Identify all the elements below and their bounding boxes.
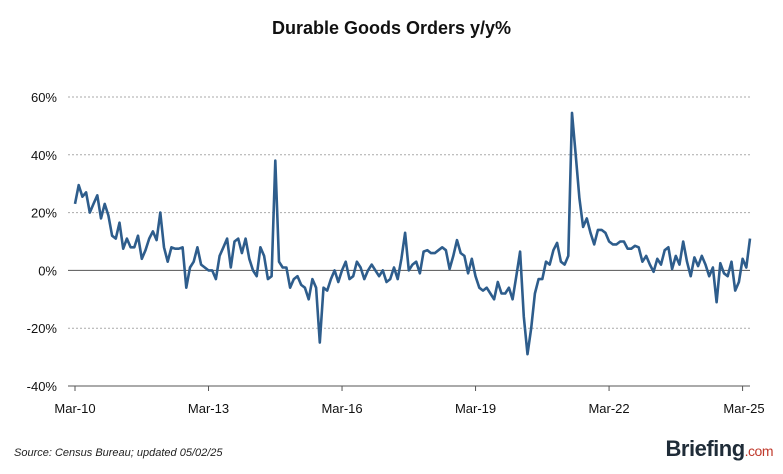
x-tick-label: Mar-13 [188, 401, 229, 416]
brand-suffix: .com [744, 443, 774, 459]
y-tick-label: 60% [31, 90, 57, 105]
x-tick-label: Mar-16 [321, 401, 362, 416]
y-tick-label: 0% [38, 263, 57, 278]
y-tick-label: 20% [31, 206, 57, 221]
x-tick-label: Mar-22 [588, 401, 629, 416]
x-tick-label: Mar-19 [455, 401, 496, 416]
y-tick-label: 40% [31, 148, 57, 163]
y-tick-label: -40% [27, 379, 58, 394]
brand-name: Briefing [665, 436, 746, 461]
y-axis-labels: 60% 40% 20% 0% -20% -40% [27, 90, 58, 394]
series-line [73, 111, 752, 356]
x-tick-label: Mar-25 [723, 401, 764, 416]
briefing-logo[interactable]: Briefing.com [665, 436, 774, 462]
source-note: Source: Census Bureau; updated 05/02/25 [14, 447, 223, 459]
y-tick-label: -20% [27, 321, 58, 336]
chart-title: Durable Goods Orders y/y% [271, 18, 512, 38]
x-axis-labels: Mar-10 Mar-13 Mar-16 Mar-19 Mar-22 Mar-25 [54, 386, 765, 416]
x-tick-label: Mar-10 [54, 401, 95, 416]
series-line-layer [73, 111, 752, 356]
gridlines [68, 96, 750, 387]
